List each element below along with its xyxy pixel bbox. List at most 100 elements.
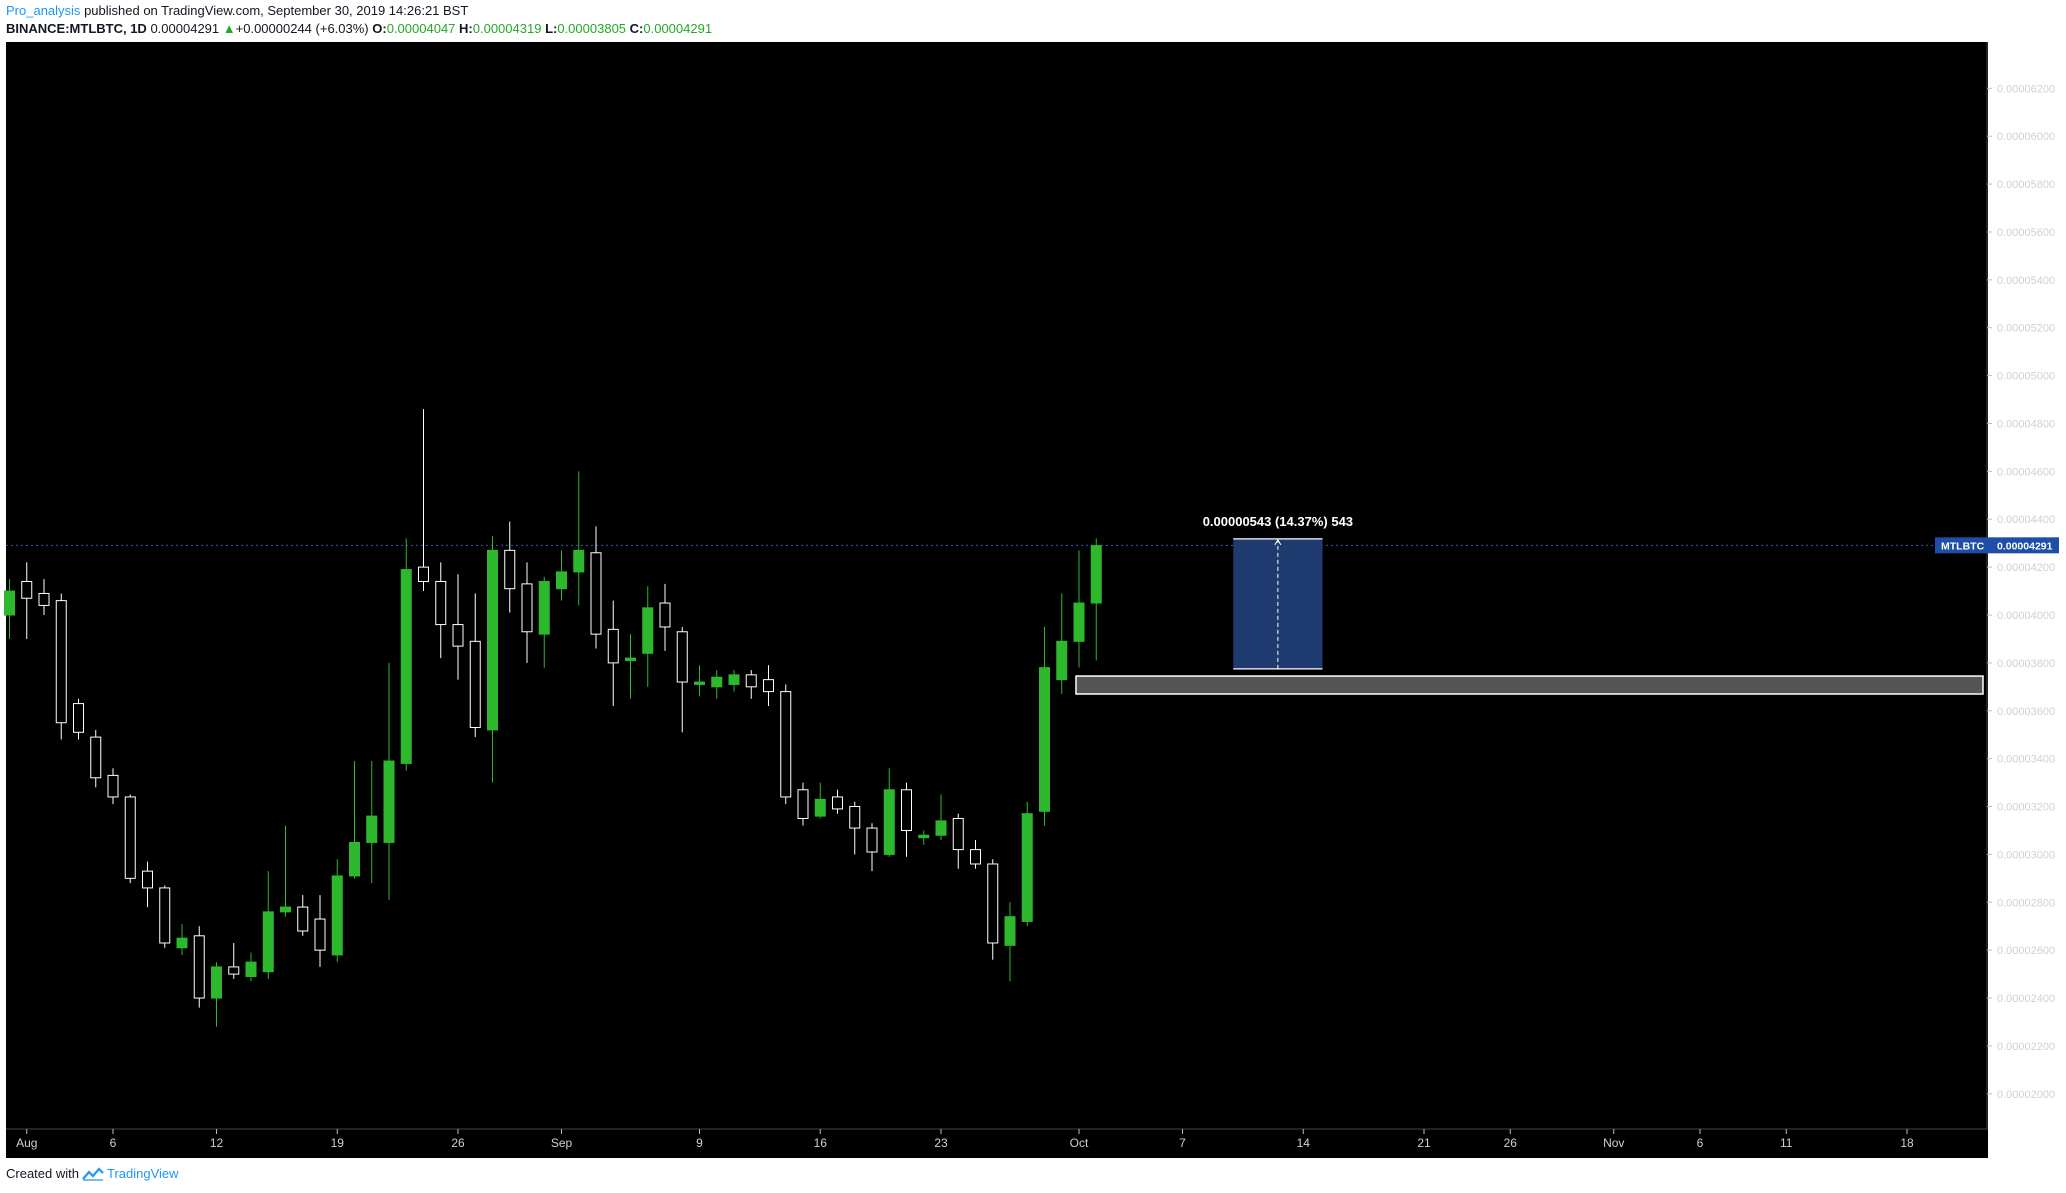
price-tick-label: 0.00005800 (1997, 179, 2055, 191)
candle-body-up (1021, 813, 1033, 922)
candle[interactable] (1039, 626, 1050, 826)
symbol-label[interactable]: BINANCE:MTLBTC, 1D (6, 21, 147, 36)
candle[interactable] (883, 768, 895, 857)
candle[interactable] (745, 670, 757, 699)
candle-body-down (435, 580, 447, 626)
last-price-tag-bg (1935, 537, 2059, 554)
candle-body-up (1039, 667, 1050, 812)
last-price: 0.00004291 (150, 21, 220, 36)
candle[interactable] (469, 593, 481, 738)
candle[interactable] (314, 895, 326, 967)
tradingview-logo-icon (82, 1166, 104, 1181)
candle[interactable] (987, 859, 999, 960)
candle[interactable] (780, 684, 792, 805)
candle[interactable] (107, 768, 119, 805)
candle[interactable] (124, 794, 136, 884)
candle[interactable] (331, 859, 343, 963)
candle[interactable] (211, 962, 222, 1027)
candle[interactable] (642, 586, 654, 687)
candle[interactable] (452, 574, 464, 680)
candle[interactable] (659, 583, 671, 651)
candle[interactable] (159, 885, 171, 948)
candle[interactable] (4, 579, 15, 639)
candle[interactable] (487, 535, 498, 783)
candle[interactable] (400, 538, 412, 771)
candle-body-up (573, 549, 585, 573)
candle[interactable] (193, 926, 205, 1008)
candle[interactable] (590, 526, 602, 649)
candle[interactable] (538, 576, 550, 668)
candle-body-down (504, 549, 516, 590)
candle[interactable] (711, 670, 723, 699)
price-axis[interactable]: 0.00006200 0.00006000 0.00005800 0.00005600… (1935, 42, 2059, 1129)
time-tick-label: 6 (1697, 1136, 1704, 1150)
candle-body-up (383, 760, 395, 843)
candle[interactable] (556, 550, 567, 601)
price-tick-label: 0.00005000 (1997, 371, 2055, 383)
candle-body-down (418, 566, 429, 582)
candle[interactable] (262, 871, 274, 979)
candle[interactable] (849, 801, 861, 855)
candle[interactable] (90, 729, 102, 788)
candle[interactable] (676, 626, 688, 733)
candle[interactable] (901, 782, 912, 857)
candle-body-down (763, 679, 774, 693)
candle[interactable] (176, 923, 188, 955)
candle[interactable] (694, 665, 705, 697)
candle[interactable] (142, 861, 153, 908)
candle[interactable] (832, 789, 843, 814)
candle-body-up (331, 875, 343, 956)
candle[interactable] (504, 521, 516, 613)
footer: Created with TradingView (6, 1166, 179, 1181)
candle[interactable] (418, 409, 429, 592)
time-axis[interactable]: Aug 6 12 19 26 Sep 9 16 23 Oct 7 14 21 26 Nov 6 11 18 (6, 1128, 1987, 1150)
candle[interactable] (349, 761, 360, 879)
candle-body-down (866, 827, 878, 853)
candle[interactable] (1090, 538, 1102, 661)
candle[interactable] (797, 782, 809, 826)
price-tick-label: 0.00002600 (1997, 945, 2055, 957)
candle[interactable] (814, 782, 826, 819)
candle[interactable] (625, 634, 636, 699)
candle[interactable] (245, 952, 257, 982)
candle[interactable] (383, 662, 395, 900)
candle[interactable] (607, 600, 619, 706)
candle[interactable] (1004, 902, 1016, 982)
candle[interactable] (55, 593, 67, 740)
candle[interactable] (21, 562, 33, 639)
candle[interactable] (521, 562, 533, 663)
candle-body-up (176, 937, 188, 949)
candle[interactable] (38, 579, 50, 615)
candle[interactable] (970, 840, 981, 869)
candle[interactable] (935, 794, 947, 841)
candle[interactable] (573, 471, 585, 606)
candle[interactable] (728, 670, 740, 692)
last-price-symbol: MTLBTC (1941, 540, 1985, 552)
measure-label: 0.00000543 (14.37%) 543 (1203, 514, 1353, 529)
candle[interactable] (763, 665, 774, 706)
candle[interactable] (1021, 801, 1033, 927)
candle[interactable] (435, 562, 447, 659)
candle-body-down (970, 849, 981, 865)
candle-body-up (1004, 916, 1016, 946)
candle[interactable] (866, 823, 878, 872)
plot-area[interactable] (4, 409, 1988, 1027)
candle[interactable] (280, 825, 291, 917)
candle-body-down (607, 628, 619, 664)
candle[interactable] (1073, 550, 1085, 668)
author-link[interactable]: Pro_analysis (6, 3, 81, 18)
candle[interactable] (1056, 593, 1068, 695)
candle[interactable] (366, 761, 378, 884)
candle[interactable] (73, 698, 84, 740)
price-tick-label: 0.00002400 (1997, 993, 2055, 1005)
candle[interactable] (952, 813, 964, 869)
candle-body-up (935, 820, 947, 836)
candle-body-down (38, 592, 50, 606)
candle[interactable] (918, 830, 930, 845)
candle[interactable] (297, 895, 309, 936)
tradingview-link[interactable]: TradingView (82, 1166, 179, 1181)
candle-body-down (159, 887, 171, 944)
candle[interactable] (228, 942, 240, 979)
candle-body-up (4, 590, 15, 616)
